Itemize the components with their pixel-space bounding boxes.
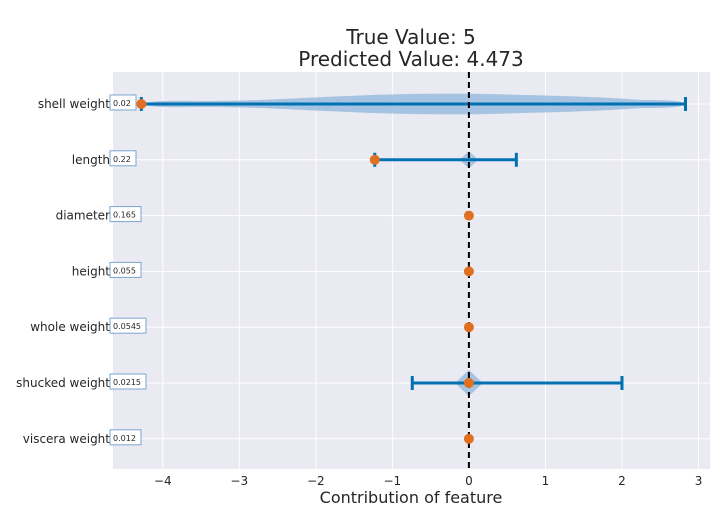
value-box-label: 0.0215: [113, 378, 141, 387]
feature-label: viscera weight: [23, 432, 111, 446]
feature-label: shell weight: [38, 97, 110, 111]
x-tick-label: 3: [695, 474, 703, 488]
point-diameter: [463, 210, 474, 221]
point-viscera-weight: [463, 433, 474, 444]
feature-labels: shell weight length diameter height whole we…: [16, 97, 110, 446]
value-box: [109, 429, 142, 446]
chart-title-line-2: Predicted Value: 4.473: [298, 47, 524, 71]
value-box-label: 0.055: [113, 266, 136, 275]
value-box-label: 0.02: [113, 99, 131, 108]
x-tick-label: −1: [384, 474, 402, 488]
value-box: [109, 150, 137, 167]
value-box-label: 0.22: [113, 155, 131, 164]
feature-label: diameter: [56, 209, 110, 223]
feature-label: whole weight: [30, 320, 110, 334]
value-box: [109, 206, 142, 223]
points: [136, 99, 474, 444]
point-shell-weight: [136, 99, 147, 109]
x-tick-label: −4: [154, 474, 172, 488]
value-box: [109, 317, 147, 334]
chart-title-line-1: True Value: 5: [345, 25, 476, 49]
feature-label: length: [72, 153, 110, 167]
value-box-label: 0.012: [113, 434, 136, 443]
plot-area: [113, 72, 710, 469]
x-ticks: −4 −3 −2 −1 0 1 2 3: [154, 474, 702, 488]
x-axis-label: Contribution of feature: [320, 488, 503, 507]
value-box: [109, 94, 137, 111]
value-boxes: 0.02 0.22 0.165 0.055 0.0545 0.0215 0.012: [109, 94, 147, 446]
value-box-label: 0.0545: [113, 322, 141, 331]
x-tick-label: −2: [307, 474, 325, 488]
feature-label: height: [72, 264, 111, 278]
value-box-label: 0.165: [113, 211, 136, 220]
x-tick-label: −3: [230, 474, 248, 488]
x-tick-label: 1: [542, 474, 550, 488]
point-shucked-weight: [463, 378, 474, 388]
point-length: [369, 154, 380, 165]
value-box: [109, 261, 142, 278]
value-box: [109, 373, 147, 390]
point-whole-weight: [463, 322, 474, 333]
x-tick-label: 2: [618, 474, 626, 488]
point-height: [463, 266, 474, 277]
x-tick-label: 0: [465, 474, 473, 488]
error-bars: [139, 97, 688, 390]
feature-label: shucked weight: [16, 376, 110, 390]
